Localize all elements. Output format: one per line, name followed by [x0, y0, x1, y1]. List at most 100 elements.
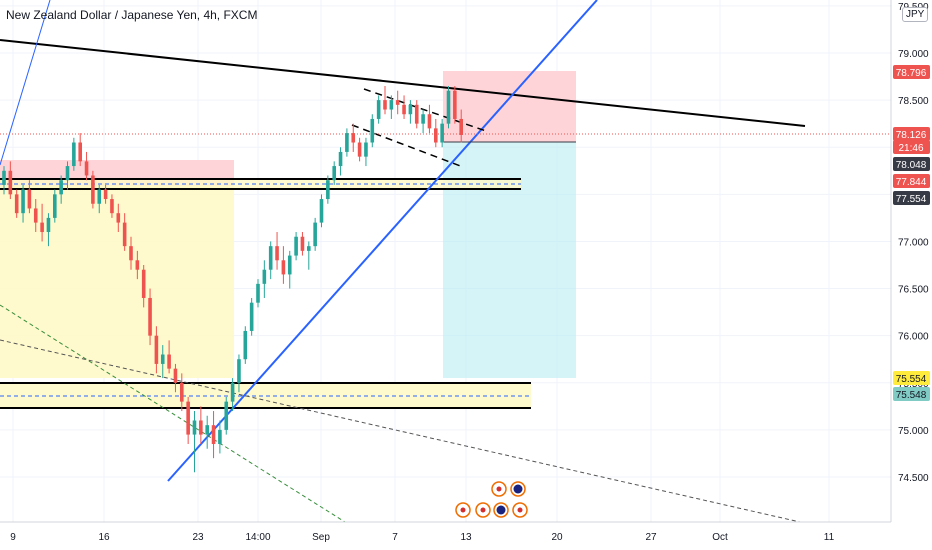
- short-target-zone: [443, 142, 576, 378]
- price-label: 75.554: [896, 374, 927, 385]
- price-label-bg: [893, 127, 930, 141]
- candle-body: [103, 189, 108, 200]
- price-label-bg: [893, 174, 930, 188]
- time-tick-label: 20: [551, 532, 563, 543]
- candle-body: [65, 166, 70, 181]
- candle-body: [421, 114, 425, 124]
- candle-body: [243, 330, 248, 360]
- price-label: 78.796: [896, 68, 927, 79]
- flag-lower: [351, 124, 464, 168]
- candle-body: [395, 100, 400, 105]
- candle-body: [440, 123, 444, 143]
- candles: [2, 85, 463, 473]
- candle-body: [224, 401, 229, 430]
- candle-body: [294, 236, 298, 256]
- candle-body: [326, 180, 330, 200]
- candle-body: [459, 118, 463, 135]
- candle-body: [357, 142, 362, 157]
- price-label: 78.126: [896, 130, 927, 141]
- event-flag-icon: [480, 507, 486, 513]
- candle-body: [8, 170, 13, 195]
- time-axis-ticks: 9 16 23 14:00 Sep 7 13 20 27 Oct 11: [10, 532, 834, 543]
- candle-body: [427, 114, 432, 129]
- candle-body: [46, 217, 51, 233]
- candle-body: [307, 246, 311, 251]
- event-flag-icon: [496, 486, 502, 492]
- price-label-bg: [893, 157, 930, 171]
- candle-body: [237, 359, 241, 383]
- time-tick-label: 23: [192, 532, 204, 543]
- time-axis-bg: [0, 522, 932, 550]
- candle-body: [91, 175, 95, 204]
- price-label: 21:46: [898, 143, 923, 154]
- price-labels: 78.796 78.126 21:46 78.048 77.844 77.554 75.55…: [893, 65, 930, 401]
- time-tick-label: 11: [824, 532, 835, 543]
- price-label: 77.554: [896, 194, 927, 205]
- candle-body: [116, 213, 121, 223]
- price-label-bg: [893, 65, 930, 79]
- candle-body: [122, 222, 127, 247]
- time-tick-label: 14:00: [245, 532, 270, 543]
- candle-body: [154, 335, 159, 364]
- candle-body: [338, 151, 343, 167]
- candle-body: [364, 142, 368, 157]
- candle-body: [256, 283, 260, 303]
- candle-body: [319, 199, 324, 223]
- candle-body: [21, 189, 25, 214]
- flag-upper: [363, 88, 487, 132]
- descending-trendline: [0, 39, 806, 127]
- candle-body: [110, 199, 114, 214]
- price-tick-label: 78.500: [898, 96, 929, 107]
- price-label-bg: [893, 191, 930, 205]
- price-tick-label: 74.500: [898, 473, 929, 484]
- candle-body: [186, 401, 190, 435]
- candle-body: [33, 208, 38, 223]
- candle-body: [332, 166, 336, 181]
- economic-events[interactable]: [455, 481, 528, 518]
- candle-body: [2, 170, 6, 185]
- candle-body: [370, 118, 375, 143]
- candle-body: [180, 382, 184, 402]
- time-tick-label: Oct: [712, 532, 728, 543]
- candle-body: [376, 100, 381, 119]
- candle-body: [199, 420, 203, 435]
- time-tick-label: 7: [392, 532, 398, 543]
- candle-body: [351, 133, 356, 143]
- candle-body: [389, 100, 394, 110]
- candle-body: [446, 90, 451, 124]
- candle-body: [287, 255, 292, 275]
- price-tick-label: 77.000: [898, 237, 929, 248]
- candle-body: [173, 368, 178, 383]
- price-label-bg: [893, 387, 930, 401]
- candle-body: [141, 269, 146, 298]
- time-tick-label: 9: [10, 532, 16, 543]
- candle-body: [268, 246, 273, 270]
- price-label: 78.048: [896, 160, 927, 171]
- green-dashed-line: [0, 304, 346, 523]
- candle-body: [40, 222, 44, 233]
- candle-body: [97, 189, 102, 204]
- currency-badge[interactable]: JPY: [902, 7, 929, 22]
- candle-body: [129, 246, 133, 261]
- time-tick-label: 13: [460, 532, 472, 543]
- candle-body: [383, 100, 387, 110]
- candle-body: [434, 128, 438, 143]
- symbol-title: New Zealand Dollar / Japanese Yen, 4h, F…: [6, 8, 258, 22]
- candle-body: [53, 194, 57, 218]
- candle-body: [72, 142, 76, 167]
- price-label-bg: [893, 371, 930, 385]
- time-tick-label: Sep: [312, 532, 330, 543]
- candle-body: [300, 236, 305, 251]
- candle-body: [167, 354, 171, 369]
- event-flag-icon: [496, 505, 506, 515]
- candle-body: [345, 133, 349, 152]
- candle-body: [402, 104, 406, 115]
- candle-body: [275, 246, 279, 261]
- price-axis-bg: [891, 0, 932, 550]
- candle-body: [59, 180, 63, 195]
- price-tick-label: 75.000: [898, 426, 929, 437]
- candle-body: [192, 420, 197, 435]
- price-label: 77.844: [896, 177, 927, 188]
